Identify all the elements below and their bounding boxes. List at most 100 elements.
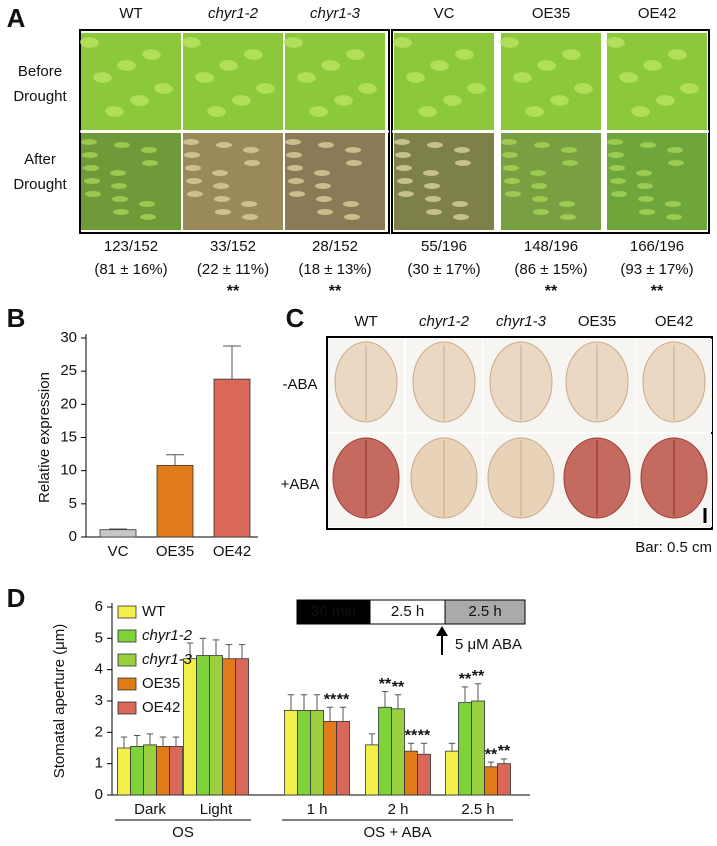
survival-count: 123/152 bbox=[104, 238, 158, 255]
x-tick-label: Dark bbox=[134, 801, 166, 818]
leaf bbox=[454, 147, 470, 153]
column-header: OE42 bbox=[638, 5, 676, 22]
leaf bbox=[639, 209, 655, 215]
survival-percent: (93 ± 17%) bbox=[620, 261, 693, 278]
bar bbox=[143, 744, 157, 796]
error-bar bbox=[368, 733, 376, 745]
leaf bbox=[344, 214, 360, 220]
leaf bbox=[214, 196, 230, 202]
bar bbox=[323, 720, 337, 796]
error-bar bbox=[159, 736, 167, 747]
legend-swatch bbox=[117, 701, 137, 715]
leaf bbox=[504, 178, 520, 184]
leaf bbox=[560, 214, 576, 220]
error-bar bbox=[326, 706, 334, 722]
leaf bbox=[632, 107, 650, 117]
significance: ** bbox=[329, 283, 342, 300]
column-header: WT bbox=[354, 313, 377, 330]
leaf bbox=[110, 170, 126, 176]
leaf bbox=[562, 160, 578, 166]
error-bar bbox=[186, 642, 194, 659]
error-bar bbox=[500, 758, 508, 764]
legend-label: OE42 bbox=[142, 699, 180, 716]
leaf bbox=[424, 183, 440, 189]
legend-swatch bbox=[117, 653, 137, 667]
leaf bbox=[514, 73, 532, 83]
bar bbox=[391, 708, 405, 796]
error-bar bbox=[381, 691, 389, 708]
error-bar bbox=[172, 736, 180, 747]
survival-count: 33/152 bbox=[210, 238, 256, 255]
significance: ** bbox=[472, 668, 485, 685]
row-label: Drought bbox=[13, 88, 67, 105]
leaf bbox=[243, 147, 259, 153]
panel-letter: C bbox=[286, 303, 305, 333]
leaf bbox=[667, 147, 683, 153]
y-tick-label: 5 bbox=[69, 495, 77, 512]
y-tick-label: 15 bbox=[60, 428, 77, 445]
leaf bbox=[426, 209, 442, 215]
significance: ** bbox=[379, 676, 392, 693]
bar bbox=[445, 750, 459, 796]
row-label: +ABA bbox=[281, 476, 320, 493]
row-label: Drought bbox=[13, 176, 67, 193]
leaf bbox=[503, 165, 519, 171]
bar bbox=[284, 710, 298, 796]
survival-count: 148/196 bbox=[524, 238, 578, 255]
leaf bbox=[669, 50, 687, 60]
leaf bbox=[85, 191, 101, 197]
leaf bbox=[431, 61, 449, 71]
bar bbox=[417, 753, 431, 796]
row-label: Before bbox=[18, 63, 62, 80]
leaf bbox=[233, 96, 251, 106]
column-header: OE35 bbox=[532, 5, 570, 22]
leaf bbox=[425, 196, 441, 202]
leaf bbox=[94, 73, 112, 83]
leaf bbox=[620, 73, 638, 83]
error-bar bbox=[120, 736, 128, 748]
leaf bbox=[140, 214, 156, 220]
leaf bbox=[468, 84, 486, 94]
bar bbox=[458, 702, 472, 796]
leaf bbox=[636, 170, 652, 176]
category-group-label: OS bbox=[172, 824, 194, 841]
leaf bbox=[396, 165, 412, 171]
leaf bbox=[84, 178, 100, 184]
y-tick-label: 1 bbox=[95, 755, 103, 772]
error-bar bbox=[223, 345, 241, 380]
leaf bbox=[563, 50, 581, 60]
treatment-note: 5 μM ABA bbox=[455, 636, 522, 653]
leaf bbox=[345, 147, 361, 153]
bar bbox=[169, 746, 183, 796]
leaf bbox=[289, 191, 305, 197]
x-tick-label: OE35 bbox=[156, 543, 194, 560]
leaf bbox=[607, 38, 625, 48]
bar bbox=[130, 746, 144, 796]
leaf bbox=[298, 73, 316, 83]
bar bbox=[404, 750, 418, 796]
significance: ** bbox=[651, 283, 664, 300]
leaf bbox=[575, 84, 593, 94]
leaf bbox=[142, 160, 158, 166]
survival-count: 55/196 bbox=[421, 238, 467, 255]
arrow-head bbox=[436, 626, 448, 636]
leaf bbox=[335, 96, 353, 106]
significance: ** bbox=[337, 691, 350, 708]
leaf bbox=[531, 183, 547, 189]
survival-percent: (86 ± 15%) bbox=[514, 261, 587, 278]
scale-note: Bar: 0.5 cm bbox=[635, 539, 712, 556]
leaf bbox=[534, 142, 550, 148]
leaf bbox=[452, 201, 468, 207]
leaf bbox=[155, 84, 173, 94]
leaf bbox=[322, 61, 340, 71]
leaf bbox=[343, 201, 359, 207]
leaf bbox=[106, 107, 124, 117]
bar bbox=[213, 378, 251, 538]
seedling-photo bbox=[81, 33, 181, 130]
bar bbox=[297, 710, 311, 796]
legend-label: chyr1-2 bbox=[142, 627, 193, 644]
bar bbox=[497, 763, 511, 796]
y-tick-label: 2 bbox=[95, 723, 103, 740]
leaf bbox=[186, 178, 202, 184]
leaf bbox=[208, 107, 226, 117]
